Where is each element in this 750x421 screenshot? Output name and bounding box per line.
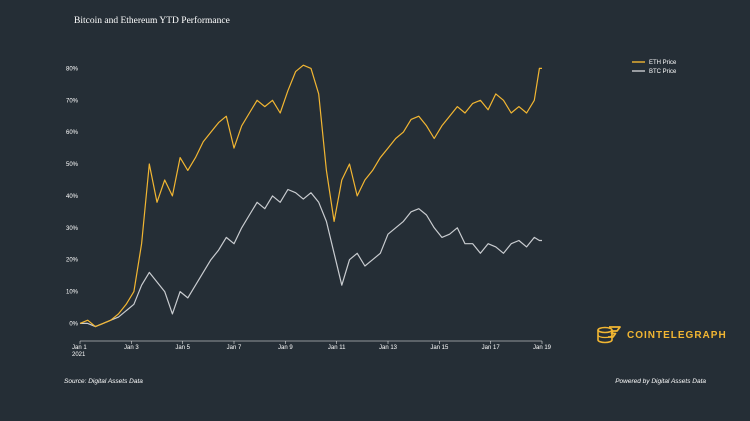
y-tick-label: 0% [69,321,78,327]
y-tick-label: 20% [66,258,79,264]
chart-title: Bitcoin and Ethereum YTD Performance [74,16,230,26]
brand-logo: COINTELEGRAPH [596,322,727,348]
legend: ETH Price BTC Price [632,60,677,75]
brand-name: COINTELEGRAPH [627,329,727,341]
x-tick-label: Jan 13 [379,345,398,351]
x-tick-label: Jan 17 [482,345,501,351]
x-tick-label: Jan 19 [533,345,552,351]
x-tick-label: Jan 5 [175,345,190,351]
y-tick-label: 10% [66,290,79,296]
y-tick-label: 40% [66,194,79,200]
source-note: Source: Digital Assets Data [64,378,143,385]
y-tick-label: 60% [66,130,79,136]
legend-label: BTC Price [649,69,677,75]
x-tick-label: Jan 11 [328,345,346,351]
x-tick-label: Jan 1 [72,345,87,351]
y-tick-label: 70% [66,98,79,104]
x-tick-label: Jan 3 [124,345,139,351]
legend-label: ETH Price [649,60,677,66]
x-tick-label: 2021 [72,352,86,358]
series-line-btc-price [80,188,542,328]
x-tick-label: Jan 15 [430,345,449,351]
y-tick-label: 50% [66,162,79,168]
y-tick-labels: 0% 10% 20% 30% 40% 50% 60% 70% 80% [66,66,79,327]
y-tick-label: 30% [66,226,79,232]
y-tick-label: 80% [66,66,79,72]
x-tick-label: Jan 9 [278,345,293,351]
series-line-eth-price [79,64,542,328]
series-lines [79,64,542,328]
x-tick-label: Jan 7 [227,345,242,351]
cointelegraph-logo-icon [597,326,621,344]
powered-note: Powered by Digital Assets Data [615,378,706,385]
